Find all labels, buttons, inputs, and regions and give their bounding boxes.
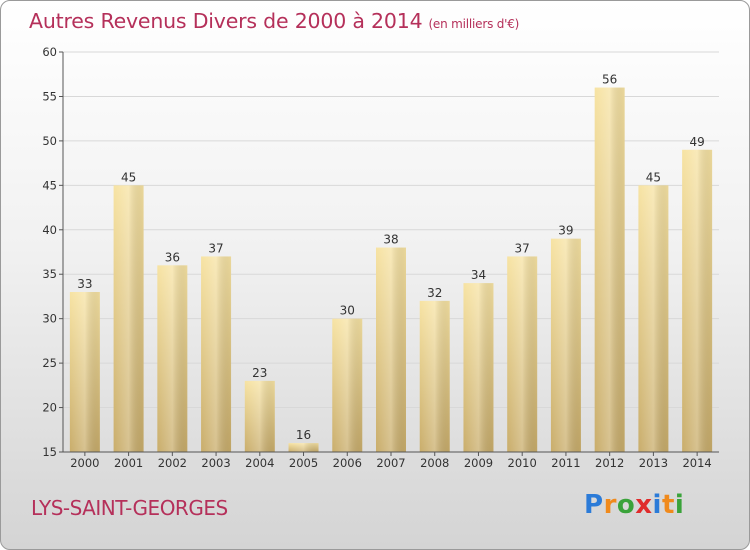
unit-label: (en milliers d'€): [428, 17, 520, 31]
bar-shade: [594, 87, 625, 453]
value-label: 37: [515, 241, 530, 255]
location-label: LYS-SAINT-GEORGES: [31, 496, 228, 520]
value-label: 23: [252, 366, 267, 380]
value-label: 38: [383, 233, 398, 247]
bar-shade: [113, 185, 144, 453]
x-tick-label: 2002: [158, 456, 187, 470]
value-label: 45: [121, 170, 136, 184]
value-label: 37: [208, 241, 223, 255]
labels: 15 20 25 30 35 40 45 50 55 60 33 2000 45 2001 36 2002 37…: [42, 45, 711, 470]
title-text: Autres Revenus Divers de 2000 à 2014: [29, 9, 423, 33]
x-tick-label: 2011: [551, 456, 580, 470]
x-tick-label: 2005: [289, 456, 318, 470]
y-tick-label: 60: [42, 45, 57, 59]
value-label: 56: [602, 73, 617, 87]
bar-shade: [638, 185, 669, 453]
value-label: 33: [77, 277, 92, 291]
y-tick-label: 25: [42, 356, 57, 370]
bars: [69, 87, 713, 453]
x-tick-label: 2014: [682, 456, 711, 470]
bar-shade: [550, 238, 581, 452]
y-tick-label: 55: [42, 89, 57, 103]
logo-letter: x: [635, 490, 653, 520]
chart-title: Autres Revenus Divers de 2000 à 2014 (en …: [29, 9, 519, 33]
x-tick-label: 2003: [201, 456, 230, 470]
y-tick-label: 30: [42, 312, 57, 326]
x-tick-label: 2000: [70, 456, 99, 470]
y-tick-label: 35: [42, 267, 57, 281]
y-tick-label: 45: [42, 178, 57, 192]
x-tick-label: 2001: [114, 456, 143, 470]
bar-shade: [201, 256, 232, 452]
bar-shade: [69, 292, 100, 452]
x-tick-label: 2008: [420, 456, 449, 470]
value-label: 45: [646, 170, 661, 184]
bar-shade: [463, 283, 494, 452]
y-tick-label: 15: [42, 445, 57, 459]
value-label: 30: [340, 304, 355, 318]
y-tick-label: 20: [42, 401, 57, 415]
axes: [59, 51, 719, 456]
x-tick-label: 2007: [376, 456, 405, 470]
x-tick-label: 2012: [595, 456, 624, 470]
logo-letter: o: [616, 490, 636, 520]
bar-shade: [288, 443, 319, 452]
bar-shade: [682, 149, 713, 452]
bar-shade: [507, 256, 538, 452]
x-tick-label: 2006: [333, 456, 362, 470]
logo-letter: r: [603, 490, 617, 520]
value-label: 16: [296, 428, 311, 442]
proxiti-logo: Proxiti: [584, 490, 684, 520]
logo-letter: i: [674, 490, 685, 520]
x-tick-label: 2009: [464, 456, 493, 470]
logo-letter: P: [584, 490, 604, 520]
y-tick-label: 40: [42, 223, 57, 237]
bar-shade: [244, 380, 275, 452]
x-tick-label: 2010: [508, 456, 537, 470]
value-label: 49: [689, 135, 704, 149]
bar-shade: [376, 247, 406, 452]
x-tick-label: 2004: [245, 456, 274, 470]
logo-letter: t: [661, 490, 675, 520]
value-label: 32: [427, 286, 442, 300]
value-label: 34: [471, 268, 486, 282]
bar-shade: [157, 265, 188, 452]
y-tick-label: 50: [42, 134, 57, 148]
bar-shade: [332, 318, 363, 452]
x-tick-label: 2013: [639, 456, 668, 470]
logo-letter: i: [652, 490, 662, 520]
bar-shade: [419, 300, 450, 452]
value-label: 39: [558, 224, 573, 238]
value-label: 36: [165, 250, 180, 264]
